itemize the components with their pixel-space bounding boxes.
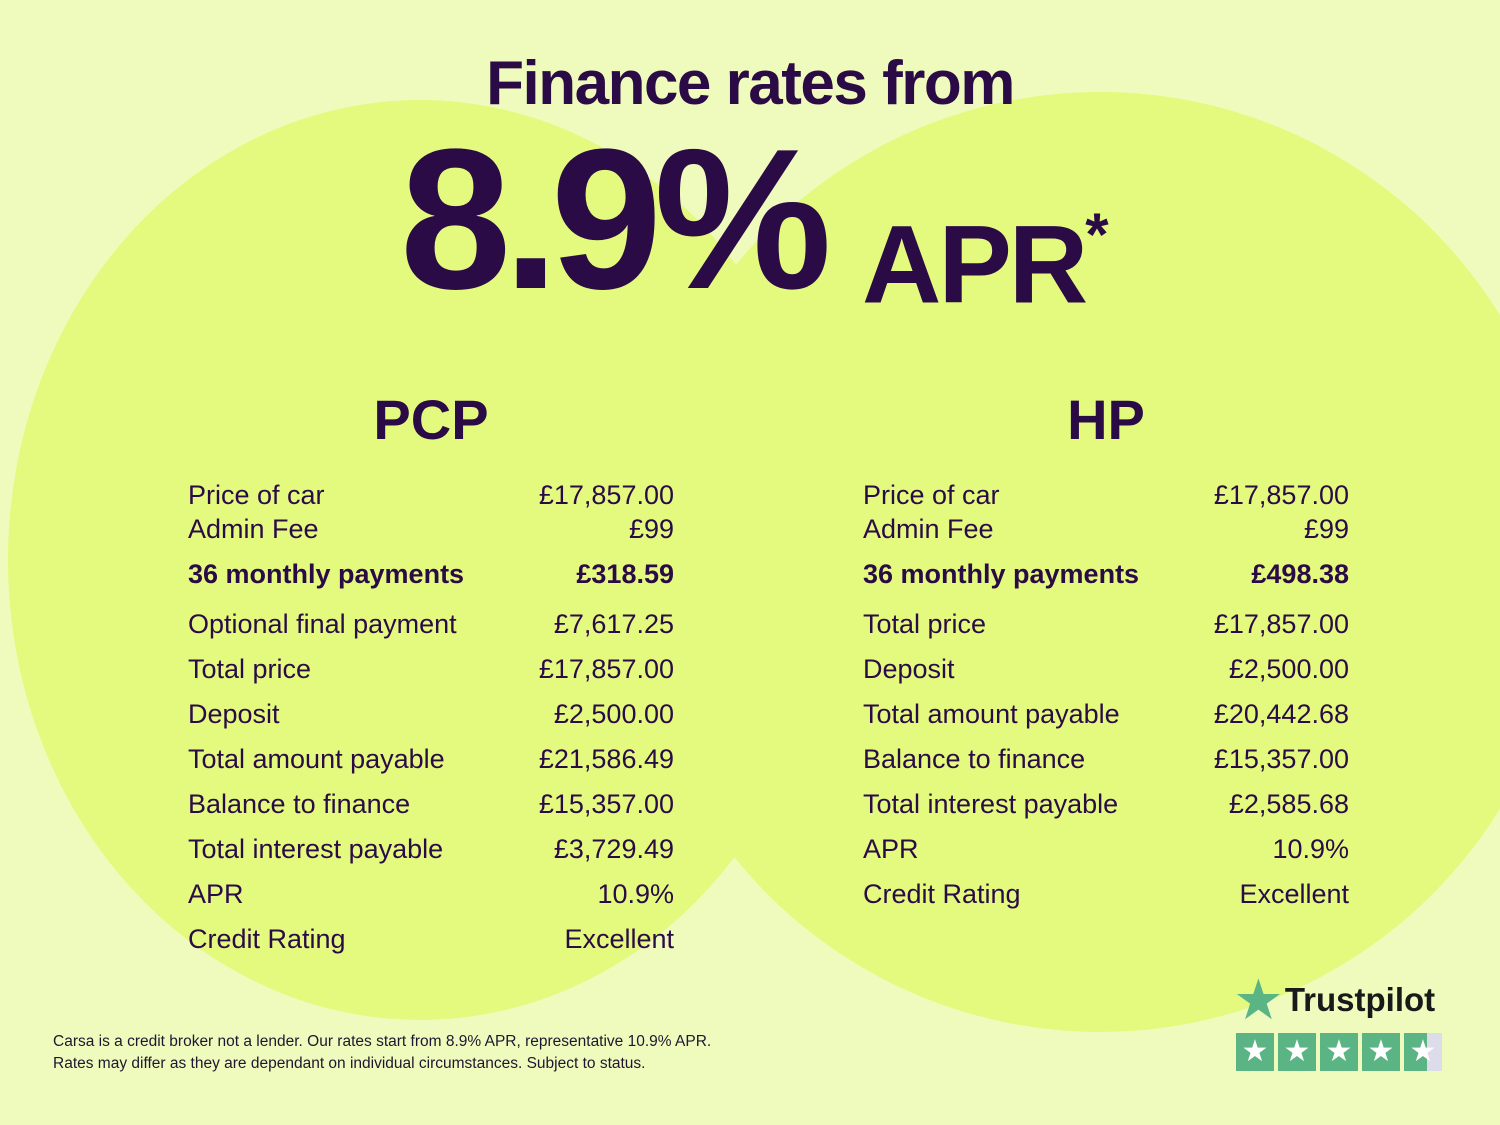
trustpilot-rating: ★ ★ ★ ★ ★ (1236, 1033, 1442, 1071)
table-row: Total amount payable £21,586.49 (188, 737, 674, 782)
headline-apr: APR* (862, 190, 1109, 321)
row-value: £2,500.00 (553, 699, 674, 729)
table-row: Balance to finance £15,357.00 (188, 782, 674, 827)
table-row: Credit Rating Excellent (863, 872, 1349, 917)
rating-star-icon: ★ (1362, 1033, 1400, 1071)
row-value: £318.59 (576, 559, 674, 589)
row-label: Total amount payable (188, 744, 445, 774)
table-row: Price of car £17,857.00 (188, 478, 674, 512)
row-value: £15,357.00 (1213, 744, 1349, 774)
row-label: Price of car (863, 480, 1000, 510)
trustpilot-name: Trustpilot (1284, 981, 1436, 1018)
row-label: Deposit (188, 699, 280, 729)
table-row: Total interest payable £3,729.49 (188, 827, 674, 872)
star-icon: ★ (1236, 972, 1281, 1028)
table-row: Price of car £17,857.00 (863, 478, 1349, 512)
table-row: Total price £17,857.00 (863, 602, 1349, 647)
row-value: £20,442.68 (1213, 699, 1349, 729)
rating-star-icon: ★ (1404, 1033, 1442, 1071)
table-row: Credit Rating Excellent (188, 917, 674, 962)
table-row: Deposit £2,500.00 (188, 692, 674, 737)
asterisk: * (1085, 201, 1108, 268)
row-label: APR (188, 879, 244, 909)
disclaimer-line-1: Carsa is a credit broker not a lender. O… (53, 1033, 712, 1050)
row-value: £99 (1303, 514, 1349, 544)
row-value: 10.9% (1272, 834, 1349, 864)
row-value: £99 (628, 514, 674, 544)
row-label: Total amount payable (863, 699, 1120, 729)
row-label: Balance to finance (863, 744, 1086, 774)
row-label: Total interest payable (863, 789, 1119, 819)
row-value: £15,357.00 (538, 789, 674, 819)
disclaimer: Carsa is a credit broker not a lender. O… (53, 1031, 711, 1075)
row-value: £17,857.00 (538, 480, 674, 510)
table-row: Deposit £2,500.00 (863, 647, 1349, 692)
row-label: Balance to finance (188, 789, 411, 819)
row-label: APR (863, 834, 919, 864)
row-label: Total price (863, 609, 987, 639)
row-value: £498.38 (1251, 559, 1349, 589)
rating-star-icon: ★ (1236, 1033, 1274, 1071)
row-value: £17,857.00 (1213, 609, 1349, 639)
row-value: 10.9% (597, 879, 674, 909)
apr-label: APR (862, 203, 1088, 327)
row-value: £17,857.00 (1213, 480, 1349, 510)
row-value: £3,729.49 (553, 834, 674, 864)
table-row: Total price £17,857.00 (188, 647, 674, 692)
trustpilot-logo: ★ Trustpilot (1236, 975, 1442, 1025)
row-label: Credit Rating (188, 924, 346, 954)
headline-title: Finance rates from (486, 49, 1015, 118)
table-row: APR 10.9% (863, 827, 1349, 872)
row-value: £7,617.25 (553, 609, 674, 639)
table-row: Admin Fee £99 (863, 512, 1349, 546)
hp-heading: HP (1067, 388, 1145, 451)
row-value: £2,500.00 (1228, 654, 1349, 684)
row-label: Admin Fee (188, 514, 319, 544)
row-label: Credit Rating (863, 879, 1021, 909)
table-row: Optional final payment £7,617.25 (188, 602, 674, 647)
table-row: Balance to finance £15,357.00 (863, 737, 1349, 782)
row-label: 36 monthly payments (863, 559, 1140, 589)
hp-table: HP Price of car £17,857.00 Admin Fee £99 36 … (863, 388, 1349, 917)
table-row: 36 monthly payments £498.38 (863, 546, 1349, 602)
table-row: Total interest payable £2,585.68 (863, 782, 1349, 827)
row-label: Admin Fee (863, 514, 994, 544)
rating-star-icon: ★ (1278, 1033, 1316, 1071)
disclaimer-line-2: Rates may differ as they are dependant o… (53, 1055, 646, 1072)
row-label: Total price (188, 654, 312, 684)
headline-rate: 8.9% (400, 108, 832, 331)
row-value: £21,586.49 (538, 744, 674, 774)
row-label: Total interest payable (188, 834, 444, 864)
row-label: Deposit (863, 654, 955, 684)
table-row: APR 10.9% (188, 872, 674, 917)
row-value: Excellent (564, 924, 674, 954)
row-value: Excellent (1239, 879, 1349, 909)
row-value: £2,585.68 (1228, 789, 1349, 819)
row-label: Optional final payment (188, 609, 457, 639)
table-row: 36 monthly payments £318.59 (188, 546, 674, 602)
row-value: £17,857.00 (538, 654, 674, 684)
table-row: Total amount payable £20,442.68 (863, 692, 1349, 737)
pcp-table: PCP Price of car £17,857.00 Admin Fee £99 36… (188, 388, 674, 962)
table-row: Admin Fee £99 (188, 512, 674, 546)
row-label: Price of car (188, 480, 325, 510)
background-blob-right (630, 92, 1500, 1032)
trustpilot-badge[interactable]: ★ Trustpilot ★ ★ ★ ★ ★ (1236, 975, 1442, 1071)
pcp-heading: PCP (373, 388, 489, 451)
row-label: 36 monthly payments (188, 559, 465, 589)
rating-star-icon: ★ (1320, 1033, 1358, 1071)
